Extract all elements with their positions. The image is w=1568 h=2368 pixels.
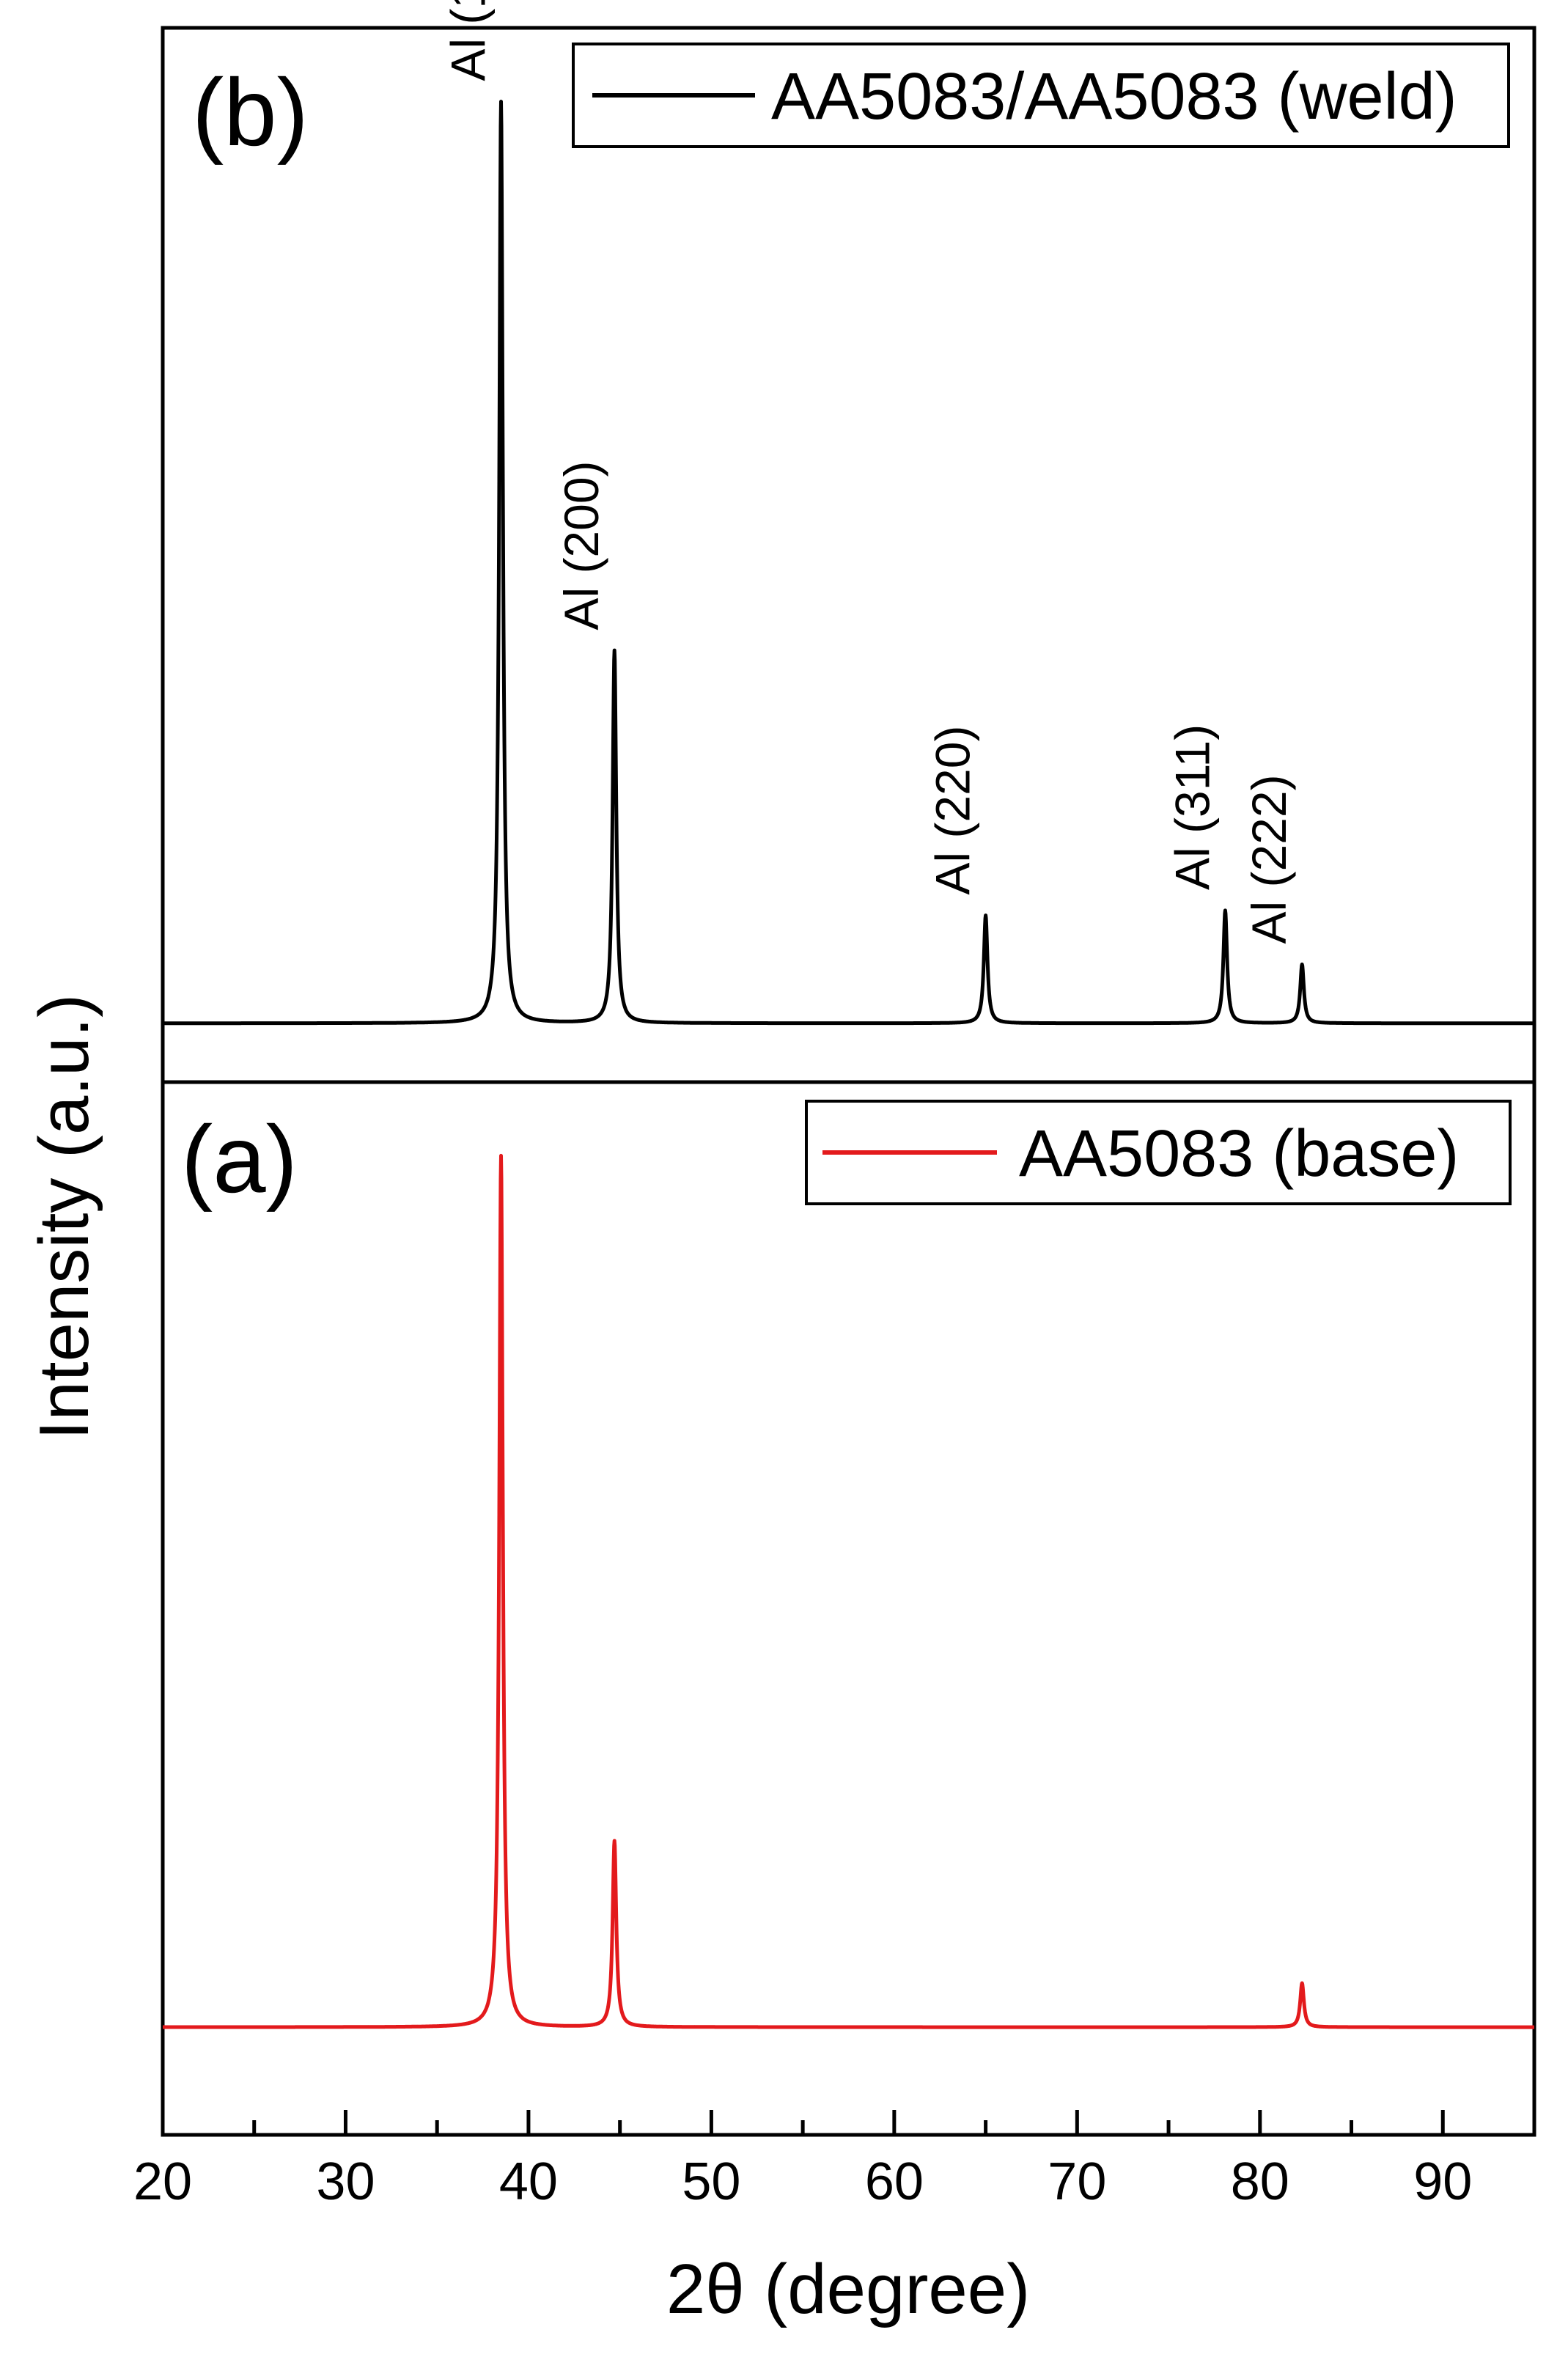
panel-a-legend: AA5083 (base) bbox=[805, 1100, 1512, 1205]
y-axis-title: Intensity (a.u.) bbox=[25, 994, 103, 1440]
panel-b-series-line bbox=[161, 100, 1536, 1026]
x-axis-tick-labels: 20 30 40 50 60 70 80 90 bbox=[133, 2152, 1472, 2211]
x-tick-label: 30 bbox=[316, 2152, 375, 2211]
x-tick-label: 50 bbox=[682, 2152, 740, 2211]
x-tick-label: 80 bbox=[1231, 2152, 1289, 2211]
panel-b-legend: AA5083/AA5083 (weld) bbox=[572, 43, 1510, 148]
panel-a-series-line bbox=[161, 1153, 1536, 2029]
panel-a-frame bbox=[161, 1080, 1536, 2137]
x-tick-label: 60 bbox=[865, 2152, 924, 2211]
panel-b-label: (b) bbox=[192, 59, 309, 166]
x-axis-title: 2θ (degree) bbox=[666, 2250, 1030, 2328]
peak-label: Al (111) bbox=[441, 0, 496, 81]
panel-b-legend-text: AA5083/AA5083 (weld) bbox=[771, 60, 1457, 133]
x-tick-label: 40 bbox=[499, 2152, 558, 2211]
peak-label: Al (311) bbox=[1165, 724, 1219, 890]
peak-label: Al (222) bbox=[1242, 774, 1296, 944]
x-tick-label: 70 bbox=[1048, 2152, 1106, 2211]
x-axis-ticks bbox=[161, 2110, 1536, 2135]
peak-label: Al (220) bbox=[926, 726, 980, 895]
panel-a-label: (a) bbox=[181, 1106, 298, 1213]
x-tick-label: 90 bbox=[1413, 2152, 1472, 2211]
peak-label: Al (200) bbox=[554, 460, 608, 630]
panel-a-legend-text: AA5083 (base) bbox=[1019, 1117, 1459, 1191]
panel-b-peak-labels: Al (111) Al (200) Al (220) Al (311) Al (222) bbox=[441, 0, 1297, 944]
panel-b-legend-box bbox=[572, 43, 1510, 148]
x-tick-label: 20 bbox=[133, 2152, 192, 2211]
